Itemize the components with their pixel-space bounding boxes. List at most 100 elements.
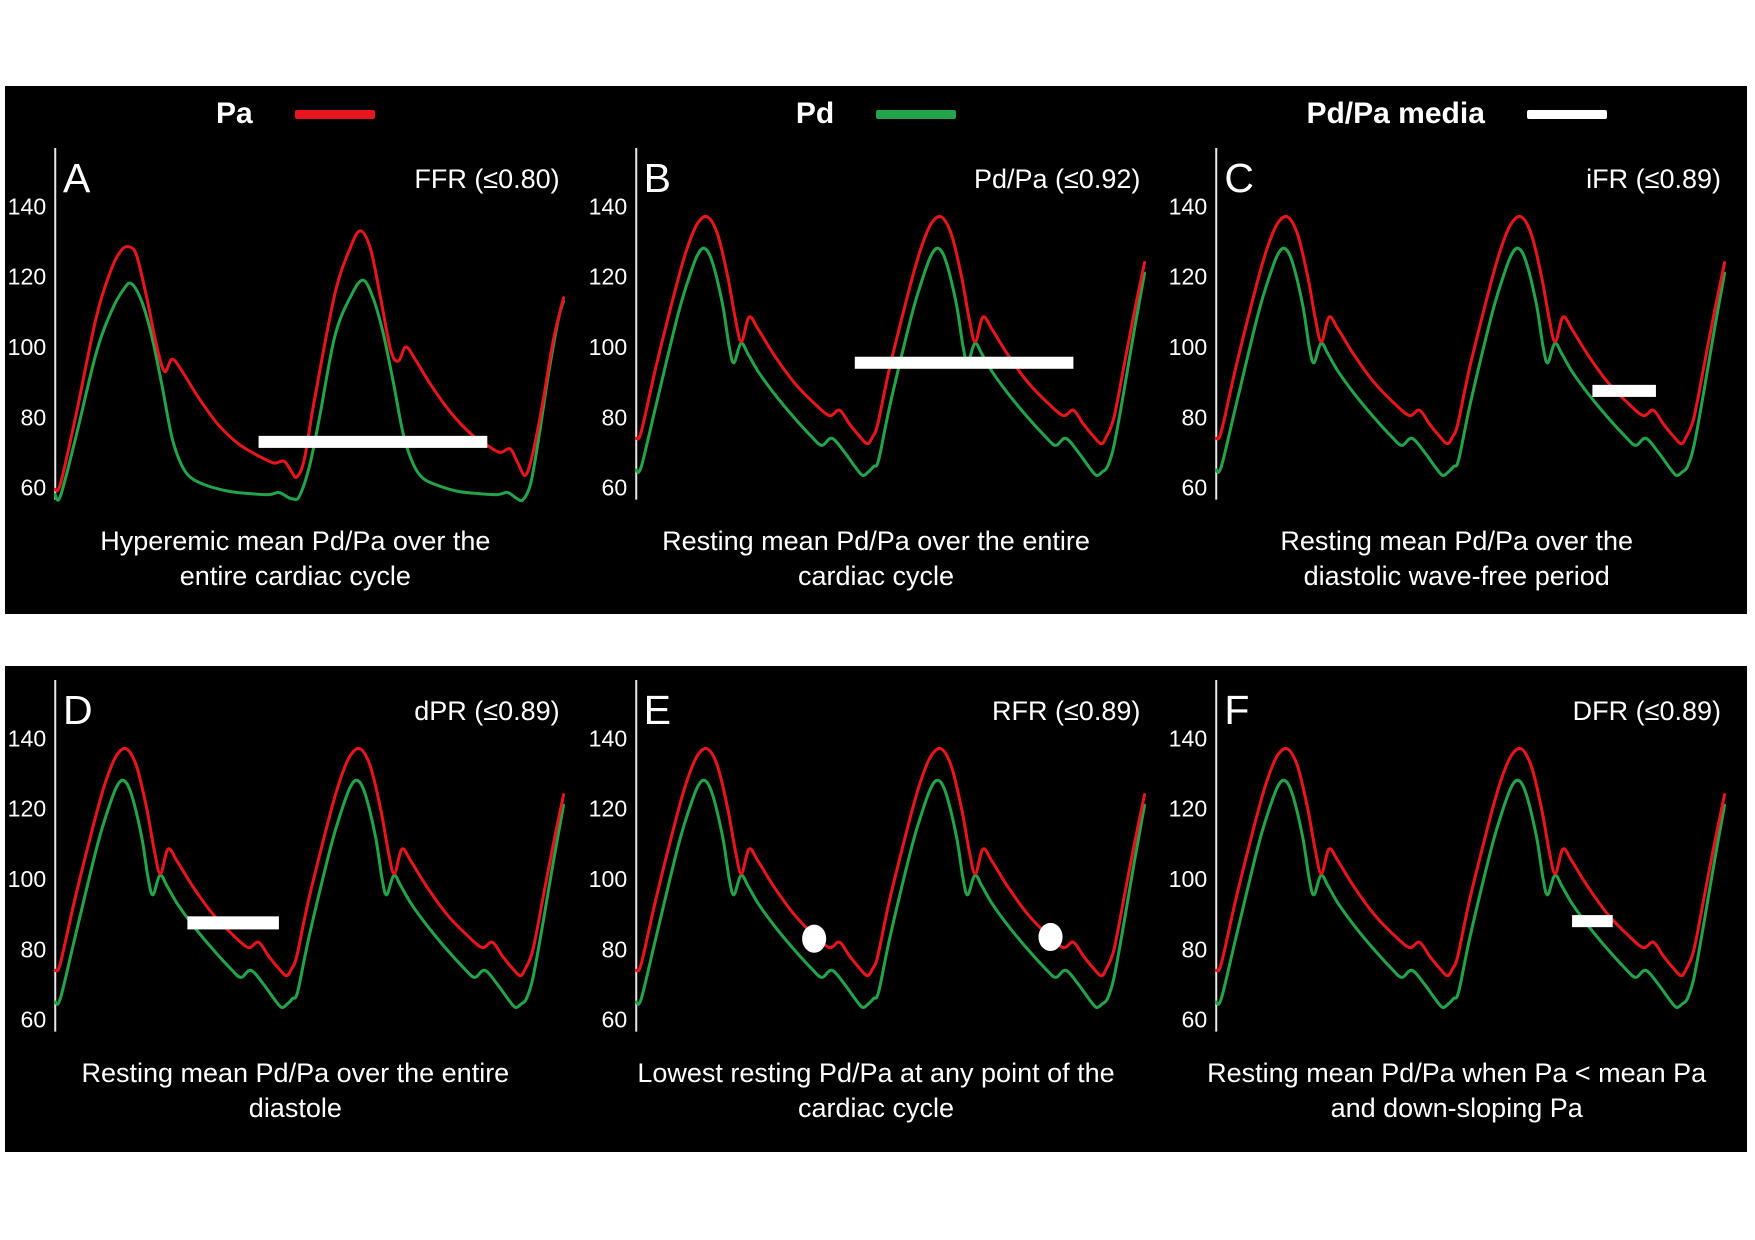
legend-label-pa: Pa (215, 97, 253, 130)
panel-letter-c: C (1224, 155, 1254, 201)
mean-pdpa-marker-bar (854, 356, 1074, 369)
chart-d-caption: Resting mean Pd/Pa over the entire diast… (5, 1054, 586, 1126)
pa-curve (53, 746, 566, 978)
mean-pdpa-marker-bar (187, 916, 279, 930)
panel-letter-d: D (63, 687, 93, 733)
chart-b-plot: 140 120 100 80 60 (588, 148, 1146, 501)
y-tick-label: 80 (601, 936, 627, 962)
y-tick-label: 80 (1182, 404, 1208, 430)
chart-a-plot-area: 140 120 100 80 60 A FFR (≤0.80) (5, 142, 586, 522)
chart-panel-d: 140 120 100 80 60 D dPR (≤0.89) Resting mean… (5, 674, 586, 1126)
y-tick-label: 60 (601, 475, 627, 501)
caption-line: diastole (248, 1092, 342, 1123)
y-tick-label: 100 (588, 334, 627, 360)
chart-f-plot: 140 120 100 80 60 (1169, 680, 1727, 1033)
chart-panel-b: 140 120 100 80 60 B Pd/Pa (≤0.92) Resting me… (586, 142, 1167, 594)
bottom-panel-board: 140 120 100 80 60 D dPR (≤0.89) Resting mean… (5, 666, 1747, 1152)
mean-pdpa-marker-bar (1572, 915, 1614, 928)
legend-label-pd: Pd (795, 97, 835, 130)
y-tick-label: 100 (588, 866, 627, 892)
caption-line: diastolic wave-free period (1303, 560, 1610, 591)
caption-line: entire cardiac cycle (179, 560, 411, 591)
y-tick-label: 60 (1182, 475, 1208, 501)
pd-curve (634, 778, 1146, 1009)
pdpa-media-line-swatch-icon (1526, 109, 1607, 119)
caption-line: Lowest resting Pd/Pa at any point of the (637, 1057, 1115, 1088)
y-tick-label: 100 (1169, 866, 1208, 892)
panel-title-dfr: DFR (≤0.89) (1572, 696, 1722, 726)
pa-curve (1215, 214, 1727, 446)
chart-e-caption: Lowest resting Pd/Pa at any point of the… (586, 1054, 1167, 1126)
panel-letter-f: F (1224, 687, 1250, 733)
legend-label-pdpa-media: Pd/Pa media (1306, 97, 1485, 130)
y-tick-label: 140 (8, 725, 47, 751)
panel-title-ffr: FFR (≤0.80) (414, 164, 560, 194)
caption-line: cardiac cycle (797, 1092, 955, 1123)
y-tick-label: 120 (588, 796, 627, 822)
chart-a-plot: 140 120 100 80 60 (8, 148, 566, 503)
y-tick-label: 60 (21, 475, 47, 501)
panel-title-dpr: dPR (≤0.89) (414, 696, 560, 726)
top-panel-board: Pa Pd Pd/Pa media 140 120 100 80 60 A FFR (≤… (5, 86, 1747, 614)
y-tick-label: 80 (21, 404, 47, 430)
pd-curve (634, 246, 1146, 477)
chart-c-plot: 140 120 100 80 60 (1169, 148, 1727, 501)
lowest-pdpa-marker-dot (801, 924, 826, 953)
y-tick-label: 140 (1169, 193, 1208, 219)
chart-f-caption: Resting mean Pd/Pa when Pa < mean Pa and… (1166, 1054, 1747, 1126)
top-charts-row: 140 120 100 80 60 A FFR (≤0.80) Hyperemic me… (5, 142, 1747, 594)
caption-line: Resting mean Pd/Pa when Pa < mean Pa (1207, 1057, 1707, 1088)
pd-curve (53, 778, 566, 1009)
caption-line: Resting mean Pd/Pa over the entire (662, 525, 1090, 556)
y-tick-label: 60 (601, 1007, 627, 1033)
legend-item-pdpa-media: Pd/Pa media (1166, 97, 1747, 131)
y-tick-label: 140 (8, 193, 47, 219)
bottom-charts-row: 140 120 100 80 60 D dPR (≤0.89) Resting mean… (5, 674, 1747, 1126)
legend: Pa Pd Pd/Pa media (5, 86, 1747, 142)
chart-e-plot-area: 140 120 100 80 60 E RFR (≤0.89) (586, 674, 1167, 1054)
mean-pdpa-marker-bar (1592, 384, 1657, 397)
panel-letter-e: E (643, 687, 672, 733)
y-tick-label: 120 (8, 796, 47, 822)
y-tick-label: 140 (1169, 725, 1208, 751)
y-tick-label: 80 (601, 404, 627, 430)
pd-curve (1215, 246, 1727, 477)
y-tick-label: 80 (1182, 936, 1208, 962)
caption-line: Hyperemic mean Pd/Pa over the (100, 525, 491, 556)
y-tick-label: 120 (8, 264, 47, 290)
panel-letter-b: B (643, 155, 672, 201)
y-tick-label: 100 (1169, 334, 1208, 360)
panel-title-rfr: RFR (≤0.89) (992, 696, 1141, 726)
mean-pdpa-marker-bar (258, 435, 488, 448)
caption-line: Resting mean Pd/Pa over the entire (81, 1057, 510, 1088)
pa-line-swatch-icon (294, 109, 375, 119)
legend-item-pd: Pd (586, 97, 1167, 131)
panel-letter-a: A (63, 155, 91, 201)
y-tick-label: 80 (21, 936, 47, 962)
panel-title-pdpa: Pd/Pa (≤0.92) (973, 164, 1141, 194)
y-tick-label: 120 (1169, 796, 1208, 822)
chart-panel-c: 140 120 100 80 60 C iFR (≤0.89) Resting mean… (1166, 142, 1747, 594)
y-tick-label: 120 (1169, 264, 1208, 290)
caption-line: and down-sloping Pa (1330, 1092, 1583, 1123)
chart-panel-f: 140 120 100 80 60 F DFR (≤0.89) Resting mean… (1166, 674, 1747, 1126)
y-tick-label: 100 (8, 866, 47, 892)
chart-a-caption: Hyperemic mean Pd/Pa over the entire car… (5, 522, 586, 594)
chart-d-plot: 140 120 100 80 60 (8, 680, 566, 1033)
y-tick-label: 60 (21, 1007, 47, 1033)
y-tick-label: 120 (588, 264, 627, 290)
lowest-pdpa-marker-dot (1038, 922, 1063, 952)
chart-b-plot-area: 140 120 100 80 60 B Pd/Pa (≤0.92) (586, 142, 1167, 522)
pa-curve (634, 746, 1146, 978)
pd-curve (1215, 778, 1727, 1009)
pa-curve (1215, 746, 1727, 978)
y-tick-label: 60 (1182, 1007, 1208, 1033)
chart-panel-a: 140 120 100 80 60 A FFR (≤0.80) Hyperemic me… (5, 142, 586, 594)
caption-line: cardiac cycle (797, 560, 955, 591)
caption-line: Resting mean Pd/Pa over the (1280, 525, 1634, 556)
pd-curve (53, 278, 566, 503)
chart-d-plot-area: 140 120 100 80 60 D dPR (≤0.89) (5, 674, 586, 1054)
pd-line-swatch-icon (876, 109, 957, 119)
pa-curve (53, 229, 566, 493)
